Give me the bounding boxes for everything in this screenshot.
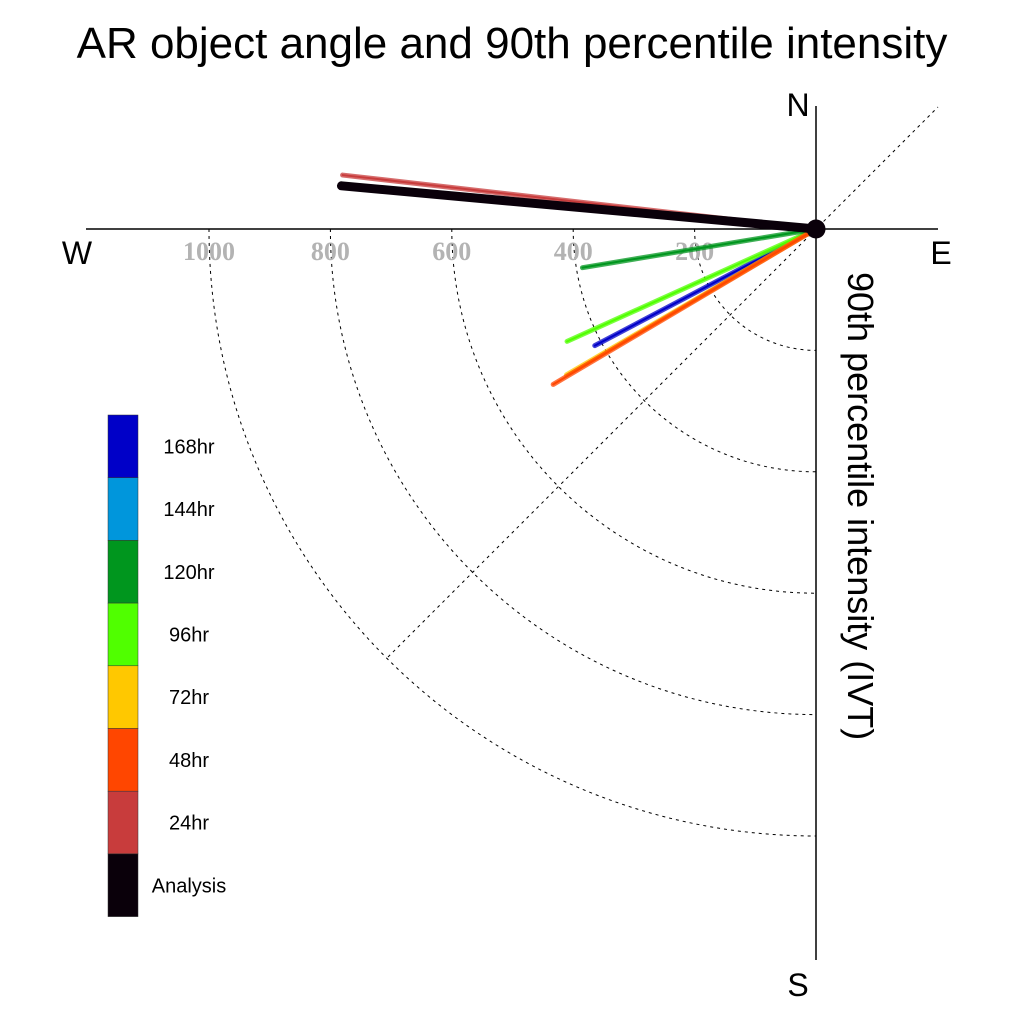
polar-grid [208, 228, 817, 837]
legend-label: 72hr [169, 687, 209, 709]
legend: 168hr 144hr 120hr 96hr 72hr 48hr 24hr Analysis [107, 414, 226, 917]
legend-swatch-168hr [107, 414, 139, 478]
legend-label: 24hr [169, 813, 209, 835]
compass-north: N [786, 87, 809, 123]
legend-swatch-48hr [107, 728, 139, 792]
legend-swatch-analysis [107, 853, 139, 917]
legend-swatch-120hr [107, 540, 139, 604]
legend-swatch-72hr [107, 665, 139, 729]
radial-tick-label: 800 [311, 237, 350, 266]
vector-120hr [579, 226, 819, 271]
grid-ring [208, 228, 817, 837]
vector-analysis [336, 181, 821, 234]
legend-label: 48hr [169, 750, 209, 772]
radial-tick-label: 400 [554, 237, 593, 266]
origin-marker [806, 219, 826, 239]
radial-tick-label: 600 [432, 237, 471, 266]
compass-south: S [787, 967, 808, 1003]
radial-tick-labels: 2004006008001000 [183, 237, 714, 266]
legend-label: 120hr [163, 562, 214, 584]
axis-label: 90th percentile intensity (IVT) [840, 272, 881, 740]
legend-swatch-144hr [107, 477, 139, 541]
grid-ring [572, 228, 817, 473]
legend-label: Analysis [152, 875, 226, 897]
vector-96hr [564, 226, 819, 344]
compass-west: W [62, 235, 93, 271]
legend-label: 144hr [163, 499, 214, 521]
vector-series [336, 172, 821, 387]
legend-label: 168hr [163, 436, 214, 458]
radial-tick-label: 1000 [183, 237, 235, 266]
legend-swatch-96hr [107, 602, 139, 667]
legend-label: 96hr [169, 624, 209, 646]
grid-ring [451, 228, 817, 594]
compass-east: E [930, 235, 951, 271]
chart-title: AR object angle and 90th percentile inte… [77, 19, 948, 68]
legend-swatch-24hr [107, 790, 139, 855]
vector-48hr [550, 226, 819, 387]
